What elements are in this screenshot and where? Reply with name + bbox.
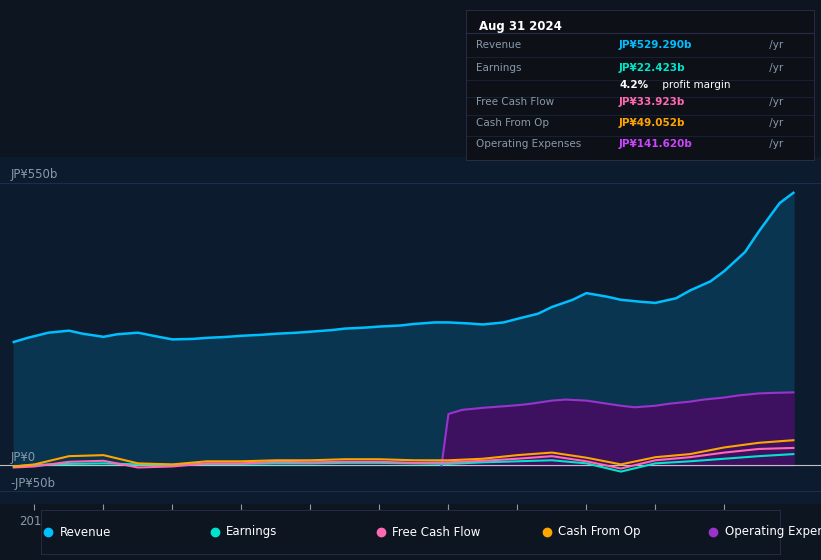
- Text: Cash From Op: Cash From Op: [558, 525, 640, 539]
- Text: Earnings: Earnings: [476, 63, 521, 73]
- Text: JP¥550b: JP¥550b: [11, 169, 57, 181]
- Text: Revenue: Revenue: [60, 525, 111, 539]
- Text: /yr: /yr: [766, 118, 783, 128]
- Text: JP¥33.923b: JP¥33.923b: [619, 97, 686, 108]
- Text: Revenue: Revenue: [476, 40, 521, 49]
- Text: JP¥141.620b: JP¥141.620b: [619, 139, 693, 150]
- Text: Earnings: Earnings: [226, 525, 277, 539]
- Text: profit margin: profit margin: [659, 80, 731, 90]
- Text: /yr: /yr: [766, 139, 783, 150]
- Text: JP¥22.423b: JP¥22.423b: [619, 63, 686, 73]
- Text: /yr: /yr: [766, 63, 783, 73]
- Text: Free Cash Flow: Free Cash Flow: [392, 525, 480, 539]
- Text: Cash From Op: Cash From Op: [476, 118, 549, 128]
- Text: Operating Expenses: Operating Expenses: [724, 525, 821, 539]
- Text: 4.2%: 4.2%: [619, 80, 648, 90]
- Text: JP¥0: JP¥0: [11, 451, 35, 464]
- Text: /yr: /yr: [766, 97, 783, 108]
- Text: JP¥49.052b: JP¥49.052b: [619, 118, 686, 128]
- Text: /yr: /yr: [766, 40, 783, 49]
- Text: -JP¥50b: -JP¥50b: [11, 477, 55, 490]
- Text: JP¥529.290b: JP¥529.290b: [619, 40, 693, 49]
- Text: Operating Expenses: Operating Expenses: [476, 139, 581, 150]
- Text: Aug 31 2024: Aug 31 2024: [479, 20, 562, 33]
- Text: Free Cash Flow: Free Cash Flow: [476, 97, 554, 108]
